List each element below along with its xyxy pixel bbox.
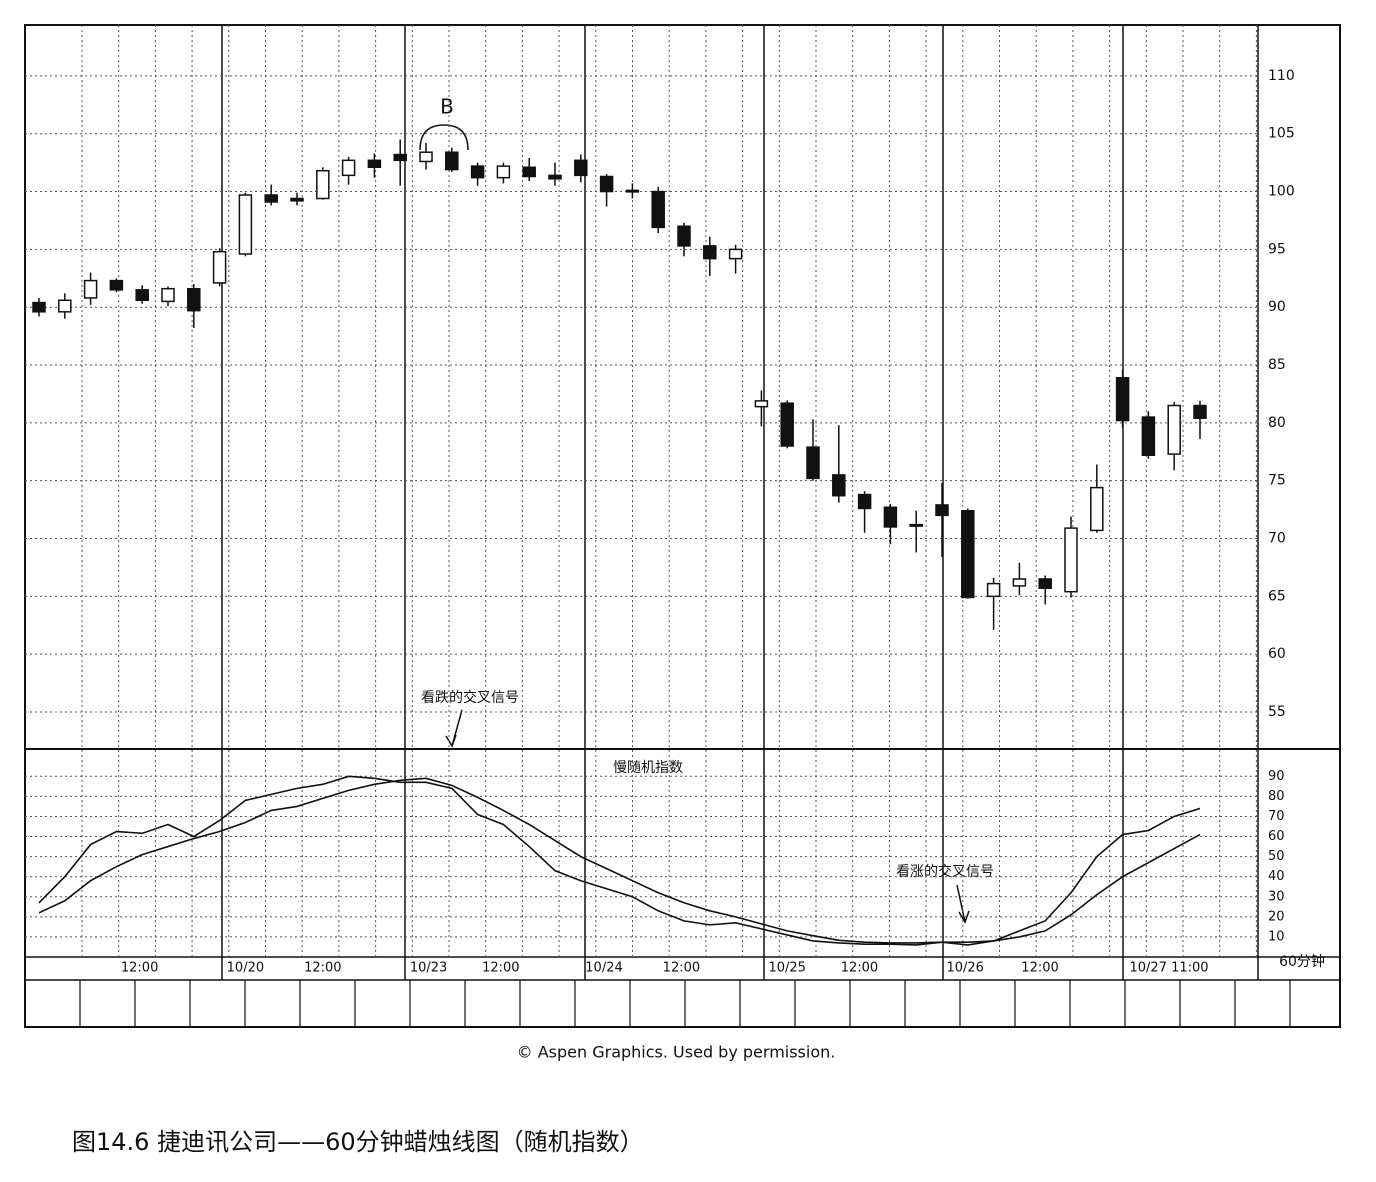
x-tick-label: 12:00 xyxy=(841,961,878,976)
y-tick-label: 20 xyxy=(1268,909,1285,924)
candle-body xyxy=(806,446,820,480)
y-tick-label: 10 xyxy=(1268,929,1285,944)
candle-body xyxy=(909,523,923,527)
y-tick-label: 65 xyxy=(1268,588,1286,604)
caption: 图14.6 捷迪讯公司——60分钟蜡烛线图（随机指数） xyxy=(72,1128,644,1156)
stochastic-line xyxy=(38,777,1201,944)
candle-body xyxy=(32,301,46,313)
x-tick-label: 12:00 xyxy=(482,961,519,976)
x-tick-label: 10/26 xyxy=(946,961,983,976)
candle-body xyxy=(883,506,898,528)
candle-body xyxy=(522,166,536,178)
y-tick-label: 55 xyxy=(1268,704,1286,720)
stochastic-line xyxy=(38,775,1201,946)
candle-body xyxy=(1064,527,1078,593)
candle-body xyxy=(367,159,382,169)
y-tick-label: 75 xyxy=(1268,473,1286,489)
candle-body xyxy=(83,279,98,299)
y-tick-label: 70 xyxy=(1268,531,1286,547)
candle-body xyxy=(986,582,1001,598)
candle-body xyxy=(1090,486,1104,532)
y-tick-label: 40 xyxy=(1268,869,1285,884)
candle-body xyxy=(109,279,124,291)
candle-body xyxy=(857,493,872,510)
candle-body xyxy=(754,400,769,408)
candle-body xyxy=(935,504,949,517)
candle-body xyxy=(1012,578,1027,587)
y-tick-label: 30 xyxy=(1268,889,1285,904)
candle-body xyxy=(1115,376,1130,422)
y-tick-label: 70 xyxy=(1268,809,1285,824)
candle-body xyxy=(393,153,407,162)
panel-title: 慢随机指数 xyxy=(613,759,683,776)
candle-body xyxy=(1167,404,1181,455)
x-tick-label: 12:00 xyxy=(121,961,158,976)
y-tick-label: 90 xyxy=(1268,769,1285,784)
x-tick-label: 10/27 11:00 xyxy=(1130,961,1209,976)
x-tick-label: 10/25 xyxy=(768,961,805,976)
candle-body xyxy=(445,151,459,171)
x-tick-label: 10/23 xyxy=(410,961,447,976)
x-axis-unit: 60分钟 xyxy=(1279,953,1325,970)
annotation: B xyxy=(440,95,454,119)
candle-body xyxy=(677,225,691,247)
x-tick-label: 12:00 xyxy=(304,961,341,976)
credit: © Aspen Graphics. Used by permission. xyxy=(517,1043,836,1062)
y-tick-label: 50 xyxy=(1268,849,1285,864)
candle-body xyxy=(135,289,149,302)
y-tick-label: 100 xyxy=(1268,184,1295,200)
candle-body xyxy=(496,165,511,179)
candle-body xyxy=(574,159,588,177)
candle-body xyxy=(1141,416,1156,456)
candle-body xyxy=(1193,404,1207,419)
y-tick-label: 60 xyxy=(1268,829,1285,844)
candle-body xyxy=(341,159,356,177)
arrow xyxy=(956,884,970,924)
candle-body xyxy=(161,287,175,303)
candle-body xyxy=(599,175,614,193)
candle-body xyxy=(419,151,433,163)
y-tick-label: 105 xyxy=(1268,126,1295,142)
candle-body xyxy=(316,169,330,200)
candle-body xyxy=(264,194,278,203)
y-tick-label: 60 xyxy=(1268,646,1286,662)
candle-body xyxy=(1038,578,1052,589)
frame xyxy=(24,24,1341,1028)
candle-body xyxy=(548,174,562,180)
x-tick-label: 12:00 xyxy=(663,961,700,976)
candle-body xyxy=(780,402,794,447)
candle-body xyxy=(290,197,304,202)
candle-body xyxy=(651,190,665,229)
candle-body xyxy=(832,474,846,497)
candle-body xyxy=(187,287,201,312)
y-tick-label: 80 xyxy=(1268,415,1286,431)
y-tick-label: 85 xyxy=(1268,357,1286,373)
candle-body xyxy=(58,299,72,313)
y-tick-label: 80 xyxy=(1268,789,1285,804)
y-tick-label: 95 xyxy=(1268,241,1286,257)
annotation: 看跌的交叉信号 xyxy=(421,689,519,706)
x-tick-label: 10/20 xyxy=(227,961,264,976)
y-tick-label: 110 xyxy=(1268,68,1295,84)
annotation: 看涨的交叉信号 xyxy=(896,863,994,880)
candle-body xyxy=(238,194,253,255)
candle-body xyxy=(625,189,640,193)
candle-body xyxy=(961,510,975,599)
x-tick-label: 12:00 xyxy=(1021,961,1058,976)
candle-body xyxy=(212,250,227,284)
candle-body xyxy=(728,248,743,260)
arrow xyxy=(445,709,463,748)
bracket xyxy=(419,124,469,151)
candle-body xyxy=(470,165,485,179)
x-tick-label: 10/24 xyxy=(585,961,622,976)
candle-body xyxy=(703,245,717,260)
y-tick-label: 90 xyxy=(1268,299,1286,315)
